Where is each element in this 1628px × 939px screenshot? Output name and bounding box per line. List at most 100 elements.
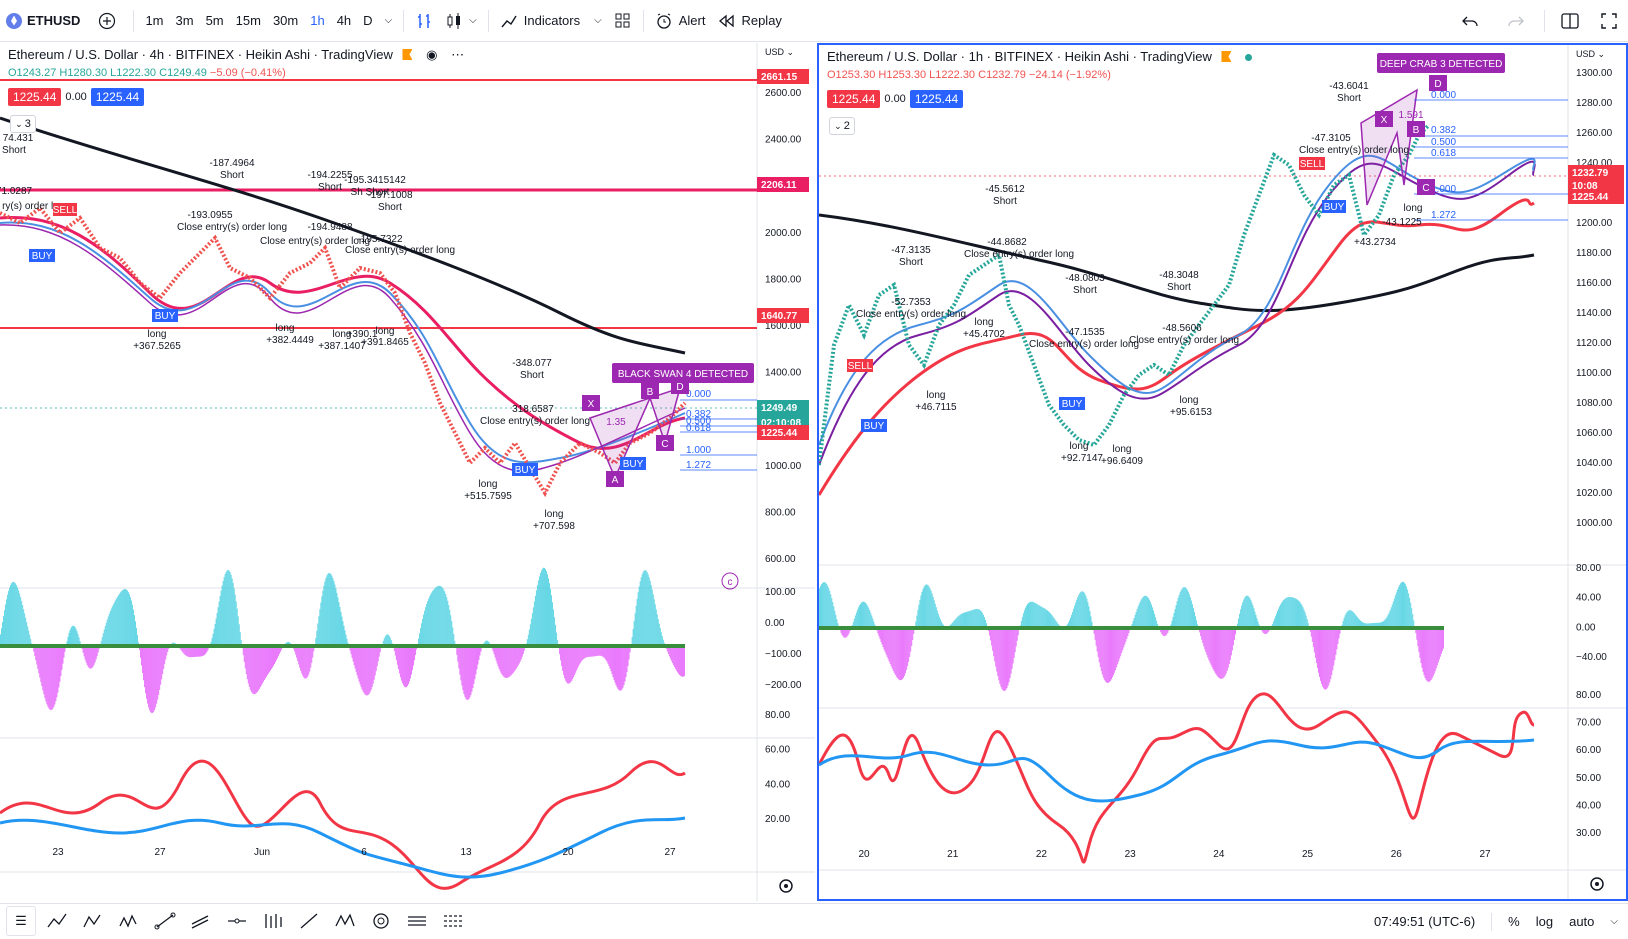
eye-icon[interactable]: ◉ [426, 47, 437, 62]
histogram-bar [532, 613, 533, 646]
position-tool-icon[interactable] [402, 906, 432, 936]
right-chart-canvas[interactable]: 0.000 0.382 0.500 0.618 1.000 1.272 DEEP… [819, 45, 1626, 899]
flag-icon[interactable] [1221, 51, 1231, 62]
currency-label[interactable]: USD ⌄ [1576, 49, 1605, 59]
histogram-bar [460, 646, 461, 680]
indicators-button[interactable]: Indicators⌵ [494, 0, 608, 42]
histogram-bar [624, 646, 625, 685]
histogram-bar [343, 621, 344, 646]
symbol-search[interactable]: ETHUSD [0, 0, 86, 42]
candle-type-button[interactable]: ⌵ [439, 0, 483, 42]
histogram-bar [1, 628, 2, 646]
histogram-bar [158, 646, 159, 695]
histogram-bar [353, 646, 354, 661]
open-value: O1243.27 [8, 67, 56, 79]
histogram-bar [71, 628, 72, 646]
fullscreen-button[interactable] [1590, 0, 1628, 42]
replay-label: Replay [741, 13, 781, 28]
alert-button[interactable]: Alert [649, 0, 712, 42]
histogram-bar [1010, 628, 1011, 678]
histogram-bar [427, 601, 428, 646]
gear-icon[interactable] [1591, 878, 1603, 890]
channel-tool-icon[interactable] [186, 906, 216, 936]
histogram-bar [679, 646, 680, 675]
menu-icon[interactable]: ☰ [6, 906, 36, 936]
timeframe-dropdown-icon[interactable]: ⌵ [379, 15, 399, 26]
replay-button[interactable]: Replay [711, 0, 787, 42]
right-chart-pane[interactable]: 0.000 0.382 0.500 0.618 1.000 1.272 DEEP… [817, 43, 1628, 901]
histogram-bar [1150, 602, 1151, 628]
tf-4h[interactable]: 4h [331, 13, 357, 28]
tf-1h[interactable]: 1h [304, 13, 330, 28]
histogram-bar [2, 622, 3, 646]
gear-icon[interactable] [780, 880, 792, 892]
line-tool-icon[interactable] [150, 906, 180, 936]
point-label: A [612, 475, 619, 486]
histogram-bar [1233, 628, 1234, 645]
tf-1m[interactable]: 1m [139, 13, 169, 28]
histogram-bar [148, 646, 149, 707]
left-chart-canvas[interactable]: 0.000 0.382 0.500 0.618 1.000 1.272 BLAC… [0, 43, 815, 901]
tf-d[interactable]: D [357, 13, 378, 28]
price-axis[interactable]: USD ⌄2600.002400.002200.002000.001800.00… [757, 47, 809, 825]
redo-button[interactable] [1493, 0, 1539, 42]
horizontal-line-tool-icon[interactable] [222, 906, 252, 936]
compare-button[interactable] [86, 0, 128, 42]
fib-spiral-tool-icon[interactable] [366, 906, 396, 936]
histogram-bar [605, 646, 606, 660]
wave-tool-icon[interactable] [114, 906, 144, 936]
histogram-bar [821, 584, 822, 628]
histogram-bar [22, 605, 23, 646]
histogram-bar [1175, 609, 1176, 628]
histogram-bar [646, 571, 647, 646]
histogram-bar [1279, 606, 1280, 628]
trend-line-tool-icon[interactable] [42, 906, 72, 936]
xabcd-tool-icon[interactable] [330, 906, 360, 936]
chevron-down-icon[interactable]: ⌵ [1610, 916, 1618, 927]
abcd-pattern-tool-icon[interactable] [78, 906, 108, 936]
percent-toggle[interactable]: % [1508, 914, 1520, 929]
histogram-bar [130, 597, 131, 646]
log-toggle[interactable]: log [1536, 914, 1553, 929]
undo-button[interactable] [1447, 0, 1493, 42]
histogram-bar [335, 589, 336, 646]
histogram-bar [1427, 628, 1428, 681]
histogram-bar [374, 646, 375, 680]
histogram-bar [1041, 607, 1042, 628]
more-icon[interactable]: ⋯ [451, 47, 464, 62]
tf-15m[interactable]: 15m [230, 13, 267, 28]
histogram-bar [1098, 628, 1099, 657]
left-chart-pane[interactable]: 0.000 0.382 0.500 0.618 1.000 1.272 BLAC… [0, 43, 815, 901]
currency-label[interactable]: USD ⌄ [765, 47, 794, 57]
collapse-button[interactable]: ⌄3 [10, 115, 36, 133]
histogram-bar [1007, 628, 1008, 688]
auto-toggle[interactable]: auto [1569, 914, 1594, 929]
histogram-bar [1289, 597, 1290, 628]
flag-icon[interactable] [402, 49, 412, 60]
tf-5m[interactable]: 5m [200, 13, 230, 28]
price-axis[interactable]: USD ⌄1300.001280.001260.001240.001220.00… [1568, 49, 1624, 839]
fib-retracement-tool-icon[interactable] [438, 906, 468, 936]
histogram-bar [1278, 609, 1279, 628]
chart-legend[interactable]: Ethereum / U.S. Dollar · 1h · BITFINEX ·… [827, 49, 1252, 64]
bar-type-button[interactable] [409, 0, 439, 42]
ray-tool-icon[interactable] [294, 906, 324, 936]
histogram-bar [235, 595, 236, 646]
clock-label[interactable]: 07:49:51 (UTC-6) [1374, 914, 1475, 929]
histogram-bar [963, 613, 964, 628]
histogram-bar [1337, 628, 1338, 644]
tf-30m[interactable]: 30m [267, 13, 304, 28]
histogram-bar [440, 586, 441, 646]
templates-button[interactable] [608, 0, 638, 42]
histogram-bar [58, 646, 59, 687]
histogram-bar [227, 570, 228, 646]
layout-button[interactable] [1550, 0, 1590, 42]
collapse-button[interactable]: ⌄2 [829, 117, 855, 135]
tf-3m[interactable]: 3m [170, 13, 200, 28]
histogram-bar [1349, 610, 1350, 628]
bars-pattern-tool-icon[interactable] [258, 906, 288, 936]
chart-legend[interactable]: Ethereum / U.S. Dollar · 4h · BITFINEX ·… [8, 47, 464, 63]
histogram-bar [997, 628, 998, 676]
